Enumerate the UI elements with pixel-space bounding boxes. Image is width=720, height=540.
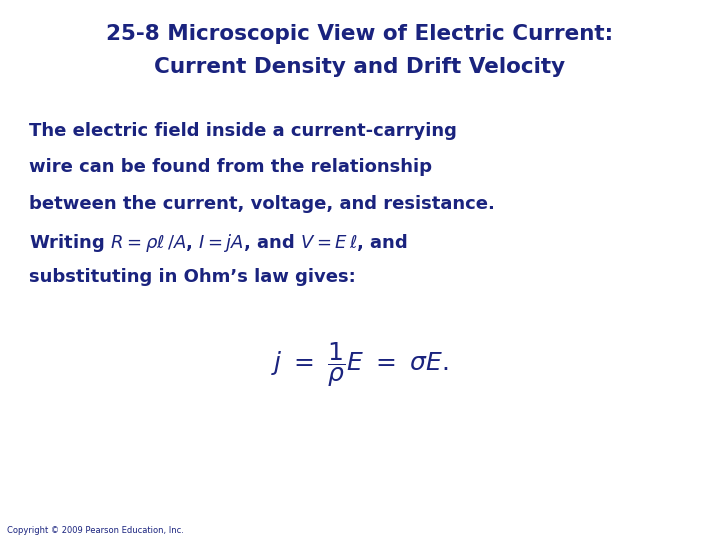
Text: between the current, voltage, and resistance.: between the current, voltage, and resist… <box>29 195 495 213</box>
Text: substituting in Ohm’s law gives:: substituting in Ohm’s law gives: <box>29 268 356 286</box>
Text: Current Density and Drift Velocity: Current Density and Drift Velocity <box>154 57 566 77</box>
Text: $j \ = \ \dfrac{1}{\rho}E \ = \ \sigma E.$: $j \ = \ \dfrac{1}{\rho}E \ = \ \sigma E… <box>271 340 449 389</box>
Text: Writing $R = \rho\ell\,/A$, $I = jA$, and $V = E\,\ell$, and: Writing $R = \rho\ell\,/A$, $I = jA$, an… <box>29 232 408 254</box>
Text: The electric field inside a current-carrying: The electric field inside a current-carr… <box>29 122 456 139</box>
Text: 25-8 Microscopic View of Electric Current:: 25-8 Microscopic View of Electric Curren… <box>107 24 613 44</box>
Text: wire can be found from the relationship: wire can be found from the relationship <box>29 158 432 176</box>
Text: Copyright © 2009 Pearson Education, Inc.: Copyright © 2009 Pearson Education, Inc. <box>7 525 184 535</box>
